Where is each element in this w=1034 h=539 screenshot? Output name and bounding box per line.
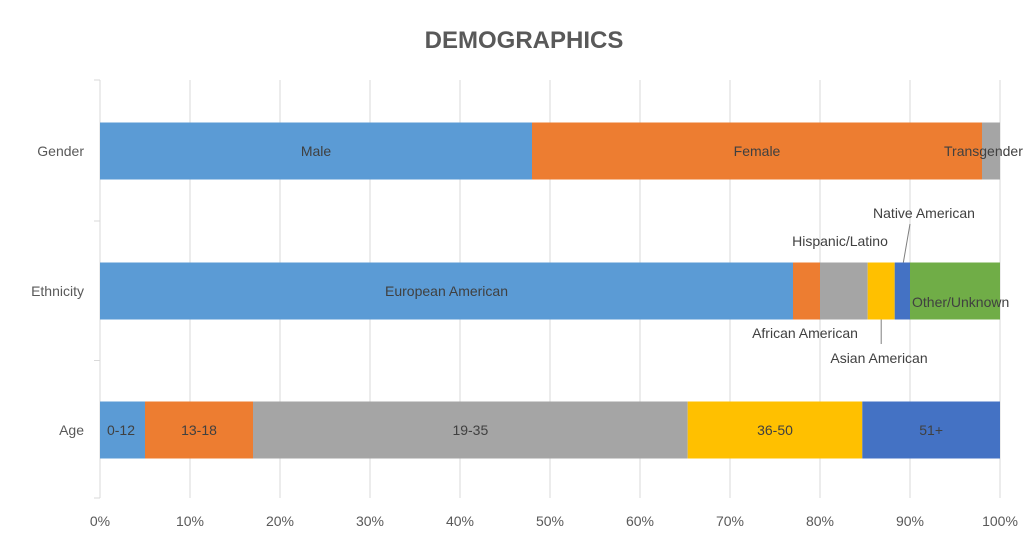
bar-segment-ethnicity-hispanic-latino xyxy=(820,262,868,320)
data-label: Male xyxy=(301,143,332,159)
bar-segment-ethnicity-african-american xyxy=(793,262,820,320)
data-label: 36-50 xyxy=(757,422,793,438)
data-label: 13-18 xyxy=(181,422,217,438)
x-tick-label: 0% xyxy=(90,513,110,529)
chart-title: DEMOGRAPHICS xyxy=(425,27,624,54)
data-label: European American xyxy=(385,283,508,299)
data-label: 0-12 xyxy=(107,422,135,438)
x-tick-label: 60% xyxy=(626,513,654,529)
x-tick-label: 50% xyxy=(536,513,564,529)
data-label: Native American xyxy=(873,205,975,221)
y-tick-label: Ethnicity xyxy=(31,283,84,299)
bar-segment-age-36-50 xyxy=(687,401,863,459)
data-label: Hispanic/Latino xyxy=(792,233,888,249)
bar-segment-age-19-35 xyxy=(253,401,688,459)
x-tick-label: 90% xyxy=(896,513,924,529)
data-label: Other/Unknown xyxy=(912,294,1009,310)
data-label: Asian American xyxy=(830,350,927,366)
data-label: African American xyxy=(752,325,858,341)
x-tick-label: 20% xyxy=(266,513,294,529)
leader-line xyxy=(902,223,911,263)
x-tick-label: 10% xyxy=(176,513,204,529)
bar-segment-ethnicity-european-american xyxy=(100,262,793,320)
bar-segment-ethnicity-other-unknown xyxy=(910,262,1000,320)
bar-segment-age-13-18 xyxy=(145,401,253,459)
data-label: Female xyxy=(734,143,781,159)
bar-segment-ethnicity-native-american xyxy=(894,262,910,320)
x-tick-label: 40% xyxy=(446,513,474,529)
x-tick-label: 30% xyxy=(356,513,384,529)
data-label: Transgender xyxy=(944,143,1023,159)
data-label: 19-35 xyxy=(452,422,488,438)
bar-segment-gender-female xyxy=(532,122,982,180)
x-tick-label: 80% xyxy=(806,513,834,529)
y-tick-label: Age xyxy=(59,422,84,438)
bar-segment-gender-transgender xyxy=(982,122,1000,180)
y-tick-label: Gender xyxy=(37,143,84,159)
bar-segment-ethnicity-asian-american xyxy=(867,262,895,320)
bar-segment-age-0-12 xyxy=(100,401,145,459)
bars xyxy=(100,122,1000,459)
data-label: 51+ xyxy=(919,422,943,438)
x-tick-label: 70% xyxy=(716,513,744,529)
bar-segment-gender-male xyxy=(100,122,532,180)
bar-segment-age-51 xyxy=(862,401,1000,459)
data-labels: Male Female Transgender European American Na… xyxy=(107,143,1023,438)
x-tick-label: 100% xyxy=(982,513,1018,529)
